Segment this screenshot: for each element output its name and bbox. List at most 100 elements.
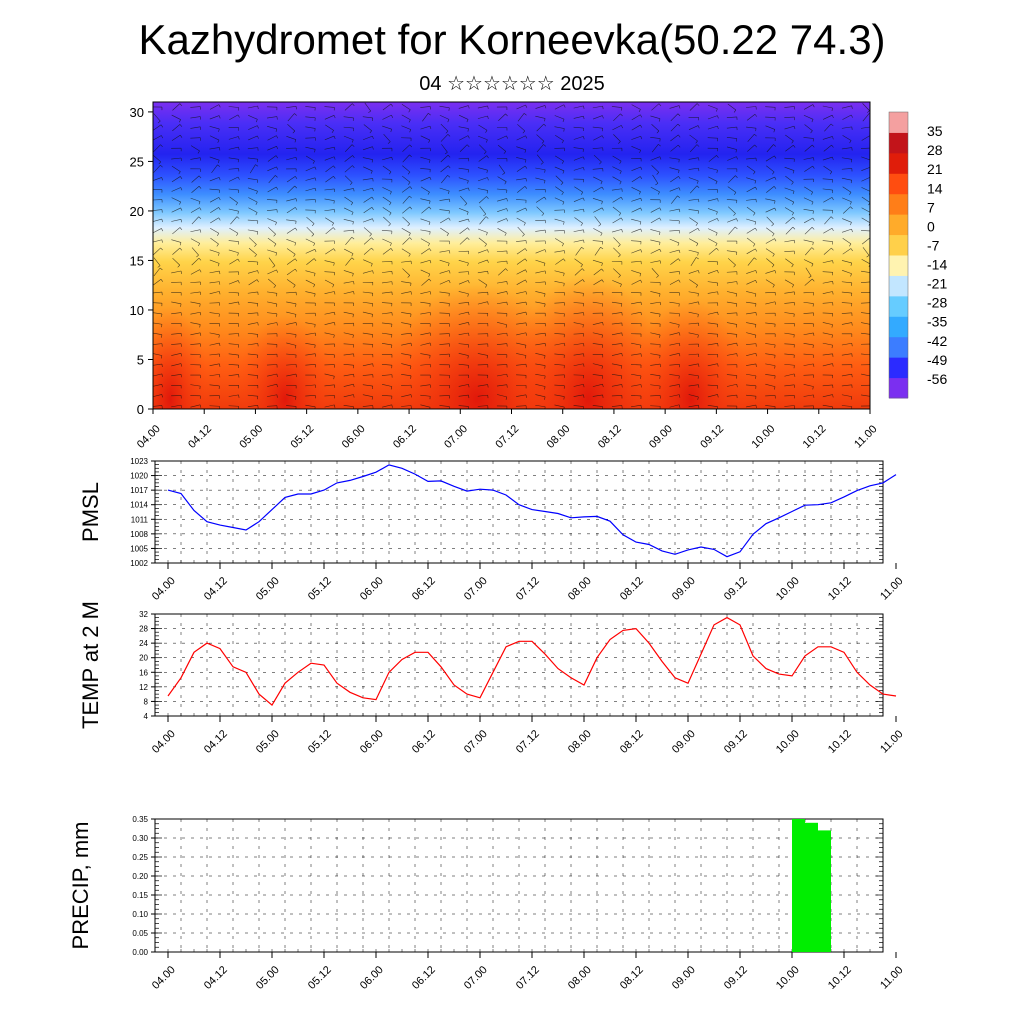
wind-barb [517, 186, 526, 193]
wind-barb [228, 374, 239, 376]
wind-barb [286, 106, 297, 108]
wind-barb-flag [294, 139, 297, 143]
wind-barb [841, 405, 852, 407]
chart-subtitle: 04 ☆☆☆☆☆☆ 2025 [419, 73, 605, 95]
wind-barb [190, 229, 201, 233]
wind-barb-flag [180, 135, 183, 138]
wind-barb [631, 279, 641, 285]
wind-barb-flag [659, 207, 662, 211]
grid [155, 818, 883, 953]
wind-barb [746, 301, 757, 304]
wind-barb-flag [427, 191, 430, 195]
wind-barb-flag [698, 270, 700, 274]
wind-barb-flag [218, 197, 221, 201]
wind-barb-flag [735, 293, 738, 297]
wind-barb [765, 322, 776, 325]
wind-barb [862, 247, 870, 256]
wind-barb-flag [619, 181, 622, 185]
wind-barb-flag [199, 324, 201, 328]
wind-barb [573, 353, 584, 356]
wind-barb [343, 332, 354, 336]
wind-barb-flag [735, 149, 737, 153]
wind-barb [861, 156, 870, 161]
wind-barb [822, 156, 833, 161]
wind-barb-flag [410, 291, 412, 295]
wind-barb-flag [774, 200, 776, 204]
wind-barb [477, 249, 488, 254]
wind-barb-flag [774, 301, 777, 305]
wind-barb-flag [792, 226, 796, 230]
wind-barb-flag [331, 130, 334, 134]
wind-barb [765, 198, 776, 202]
wind-barb-flag [506, 135, 508, 139]
wind-barb-flag [601, 334, 603, 338]
x-tick-label: 07.12 [514, 964, 542, 992]
wind-barb [574, 217, 583, 224]
wind-barb-flag [160, 247, 163, 251]
wind-barb [153, 353, 162, 356]
wind-barb [669, 312, 680, 314]
wind-barb [726, 146, 737, 150]
wind-barb [343, 353, 354, 356]
wind-barb-flag [276, 135, 279, 139]
wind-barb-flag [389, 212, 392, 216]
wind-barb [823, 197, 833, 203]
wind-barb-flag [236, 233, 239, 237]
colorbar-label: -56 [927, 371, 947, 387]
wind-barb [211, 164, 218, 174]
wind-barb [209, 353, 220, 356]
y-tick-label: 0.05 [132, 929, 148, 938]
wind-barb [266, 116, 277, 119]
wind-barb-flag [429, 312, 432, 316]
wind-barb [477, 270, 488, 274]
wind-barb [324, 188, 335, 191]
wind-barb [439, 250, 450, 253]
x-tick-label: 05.12 [306, 575, 334, 603]
wind-barb-flag [752, 243, 756, 247]
wind-barb [573, 197, 584, 202]
wind-barb-flag [771, 264, 775, 268]
y-axis-label: PMSL [78, 482, 103, 542]
x-tick-label: 05.12 [306, 964, 334, 992]
wind-barb-flag [447, 154, 451, 158]
wind-barb [535, 196, 545, 203]
wind-barb [784, 405, 795, 407]
wind-barb [362, 116, 373, 119]
wind-barb [536, 144, 544, 153]
wind-barb [267, 394, 277, 397]
wind-barb-flag [831, 197, 834, 201]
y-tick-label: 25 [130, 154, 144, 169]
wind-barb [362, 146, 373, 151]
wind-barb [631, 342, 642, 346]
wind-barb [325, 124, 334, 131]
wind-barb-flag [601, 263, 603, 267]
wind-barb [439, 312, 450, 314]
wind-barb [516, 199, 527, 201]
wind-barb-flag [505, 396, 508, 400]
wind-barb-flag [295, 322, 297, 326]
wind-barb-flag [525, 207, 528, 211]
wind-barb-flag [830, 123, 834, 127]
wind-barb [305, 177, 316, 181]
wind-barb [496, 384, 507, 387]
wind-barb-flag [544, 343, 546, 347]
wind-barb-flag [410, 355, 412, 359]
wind-barb [822, 342, 833, 346]
wind-barb-flag [486, 196, 489, 199]
wind-barb-flag [160, 355, 163, 359]
wind-barb [324, 260, 335, 264]
wind-barb-flag [486, 139, 488, 143]
wind-barb [823, 247, 832, 255]
wind-barb-flag [791, 284, 794, 288]
wind-barb-flag [871, 177, 872, 180]
wind-barb [153, 257, 161, 266]
wind-barb [726, 332, 737, 335]
wind-barb-flag [621, 353, 623, 357]
wind-barb-flag [812, 278, 815, 282]
wind-barb [746, 106, 757, 108]
wind-barb-flag [255, 212, 258, 216]
wind-barb [726, 250, 737, 253]
wind-barb [746, 237, 756, 245]
wind-barb-flag [696, 180, 699, 184]
